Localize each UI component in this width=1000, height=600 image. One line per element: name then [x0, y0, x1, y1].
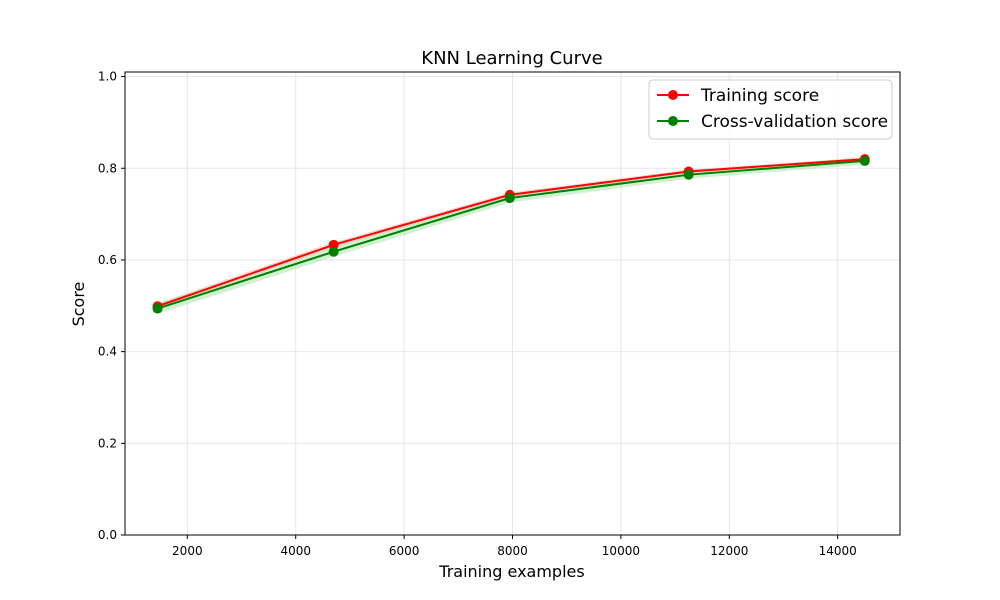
cross-validation-score-point [859, 155, 870, 166]
legend: Training score Cross-validation score [648, 79, 893, 140]
y-tick-label: 0.8 [98, 161, 117, 175]
y-tick-label: 1.0 [98, 70, 117, 84]
cross-validation-score-point [683, 169, 694, 180]
y-axis-ticks: 0.0 0.2 0.4 0.6 0.8 1.0 [98, 70, 125, 542]
y-tick-label: 0.2 [98, 436, 117, 450]
x-tick-label: 12000 [710, 544, 748, 558]
legend-training-score-label: Training score [700, 86, 819, 106]
legend-training-score-marker [668, 90, 678, 100]
legend-cross-validation-score-label: Cross-validation score [701, 112, 888, 132]
x-tick-label: 14000 [819, 544, 857, 558]
x-axis-label: Training examples [438, 562, 584, 581]
legend-box [648, 79, 893, 140]
chart-title: KNN Learning Curve [421, 48, 602, 69]
x-tick-label: 2000 [172, 544, 203, 558]
x-tick-label: 6000 [389, 544, 420, 558]
y-tick-label: 0.6 [98, 253, 117, 267]
series-points [152, 154, 870, 314]
x-tick-label: 10000 [602, 544, 640, 558]
legend-cross-validation-score-marker [668, 116, 678, 126]
cross-validation-score-point [328, 246, 339, 257]
x-axis-ticks: 2000 4000 6000 8000 10000 12000 14000 [172, 535, 857, 558]
x-tick-label: 4000 [280, 544, 311, 558]
y-tick-label: 0.4 [98, 345, 117, 359]
cross-validation-score-point [152, 303, 163, 314]
x-tick-label: 8000 [497, 544, 528, 558]
y-axis-label: Score [69, 282, 88, 327]
training-score-point [328, 239, 339, 250]
y-tick-label: 0.0 [98, 528, 117, 542]
cross-validation-score-point [504, 193, 515, 204]
